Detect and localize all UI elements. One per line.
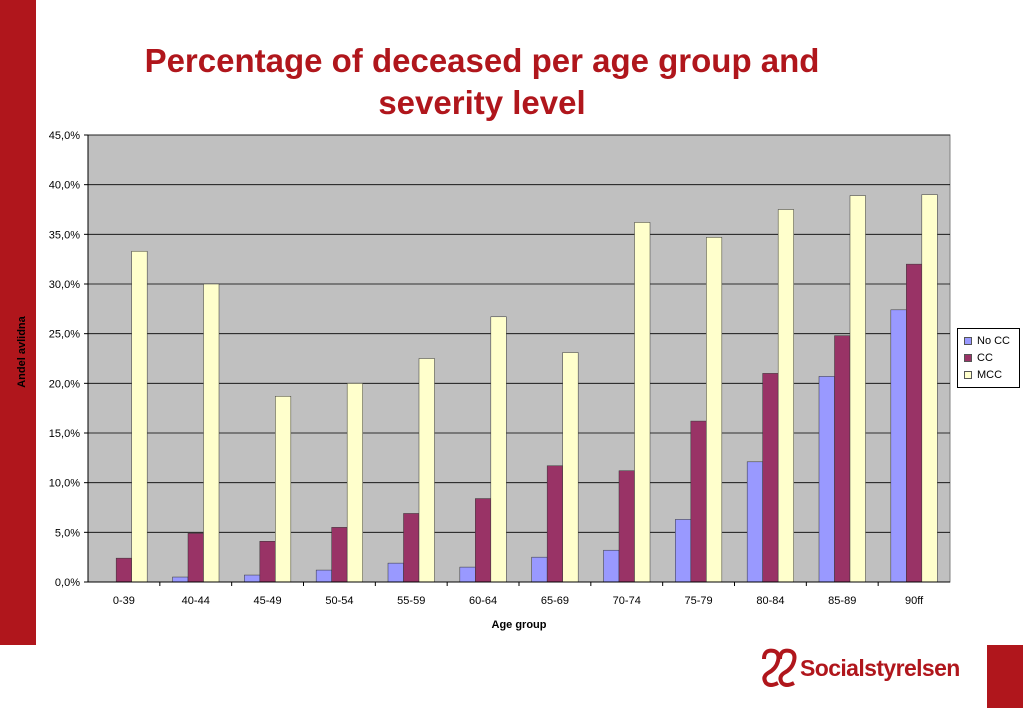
grid-lines — [88, 134, 950, 533]
y-tick-label: 10,0% — [49, 478, 80, 490]
bar-no-cc — [890, 309, 907, 583]
legend-swatch-cc — [964, 353, 972, 362]
x-tick-label: 55-59 — [397, 595, 425, 607]
y-tick-label: 25,0% — [49, 329, 80, 341]
bar-no-cc — [818, 376, 835, 583]
bar-cc — [259, 541, 276, 583]
bar-cc — [546, 465, 563, 583]
legend: No CC CC MCC — [957, 328, 1020, 388]
x-axis-ticks: 0-39 40-44 45-49 50-54 55-59 60-64 65-69 70-74 7… — [113, 582, 924, 607]
y-tick-label: 35,0% — [49, 229, 80, 241]
bar-no-cc — [172, 576, 189, 583]
bar-no-cc — [459, 566, 476, 583]
bar-mcc — [418, 358, 435, 583]
legend-swatch-mcc — [964, 370, 972, 379]
y-tick-label: 30,0% — [49, 279, 80, 291]
bar-mcc — [777, 209, 794, 583]
x-tick-label: 50-54 — [325, 595, 353, 607]
y-tick-label: 15,0% — [49, 428, 80, 440]
x-axis-label: Age group — [492, 619, 547, 631]
bar-no-cc — [315, 569, 332, 583]
y-axis-label: Andel avlidna — [16, 315, 28, 387]
legend-label-cc: CC — [977, 351, 993, 364]
x-tick-label: 45-49 — [254, 595, 282, 607]
left-accent-band — [0, 0, 36, 645]
socialstyrelsen-logo: Socialstyrelsen — [758, 645, 960, 691]
bar-mcc — [634, 222, 651, 583]
x-tick-label: 80-84 — [756, 595, 784, 607]
bar-cc — [475, 498, 492, 583]
slide-title-line-2: severity level — [378, 84, 586, 121]
x-tick-label: 0-39 — [113, 595, 135, 607]
corner-accent-block — [987, 645, 1023, 708]
y-tick-label: 40,0% — [49, 180, 80, 192]
legend-item-no-cc: No CC — [964, 332, 1019, 349]
bar-mcc — [275, 395, 292, 583]
x-tick-label: 65-69 — [541, 595, 569, 607]
bar-cc — [618, 470, 635, 583]
legend-item-cc: CC — [964, 349, 1019, 366]
bar-cc — [834, 335, 851, 583]
bar-mcc — [203, 283, 220, 583]
bar-mcc — [849, 195, 866, 583]
bar-cc — [906, 263, 923, 583]
legend-label-no-cc: No CC — [977, 334, 1011, 347]
bars — [115, 194, 938, 583]
logo-text: Socialstyrelsen — [800, 655, 960, 681]
bar-mcc — [921, 194, 938, 583]
bar-no-cc — [603, 549, 620, 583]
bar-mcc — [131, 250, 148, 583]
bar-mcc — [562, 352, 579, 583]
x-tick-label: 40-44 — [182, 595, 210, 607]
logo-emblem-icon — [762, 648, 797, 687]
bar-mcc — [490, 316, 507, 583]
bar-cc — [690, 420, 707, 583]
plot-area — [87, 134, 951, 583]
y-tick-label: 45,0% — [49, 130, 80, 142]
bar-no-cc — [746, 461, 763, 583]
bar-no-cc — [244, 574, 261, 583]
x-tick-label: 70-74 — [613, 595, 641, 607]
bar-mcc — [706, 237, 723, 583]
x-tick-label: 90ff — [905, 595, 924, 607]
y-axis-ticks: 0,0% 5,0% 10,0% 15,0% 20,0% 25,0% 30,0% 35,0% 40… — [49, 130, 88, 589]
y-tick-label: 20,0% — [49, 378, 80, 390]
bar-cc — [403, 513, 420, 583]
bar-cc — [187, 533, 204, 583]
legend-label-mcc: MCC — [977, 368, 1003, 381]
legend-item-mcc: MCC — [964, 366, 1019, 383]
bar-cc — [331, 527, 348, 583]
slide-title-line-1: Percentage of deceased per age group and — [144, 42, 820, 79]
legend-swatch-no-cc — [964, 336, 972, 345]
y-tick-label: 0,0% — [55, 577, 80, 589]
bar-mcc — [346, 383, 363, 583]
y-tick-label: 5,0% — [55, 527, 80, 539]
bar-no-cc — [675, 519, 692, 583]
x-tick-label: 60-64 — [469, 595, 497, 607]
slide-title: Percentage of deceased per age group and… — [60, 40, 904, 124]
bar-cc — [762, 373, 779, 583]
x-tick-label: 85-89 — [828, 595, 856, 607]
bar-cc — [115, 557, 132, 583]
bar-no-cc — [387, 562, 404, 583]
bar-no-cc — [531, 556, 548, 583]
x-tick-label: 75-79 — [685, 595, 713, 607]
